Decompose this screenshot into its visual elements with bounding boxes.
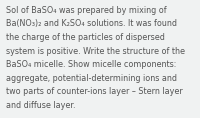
Text: two parts of counter-ions layer – Stern layer: two parts of counter-ions layer – Stern … [6,87,183,96]
Text: and diffuse layer.: and diffuse layer. [6,101,76,110]
Text: BaSO₄ micelle. Show micelle components:: BaSO₄ micelle. Show micelle components: [6,60,176,69]
Text: Ba(NO₃)₂ and K₂SO₄ solutions. It was found: Ba(NO₃)₂ and K₂SO₄ solutions. It was fou… [6,19,177,28]
Text: the charge of the particles of dispersed: the charge of the particles of dispersed [6,33,165,42]
Text: aggregate, potential-determining ions and: aggregate, potential-determining ions an… [6,74,177,83]
Text: system is positive. Write the structure of the: system is positive. Write the structure … [6,47,185,56]
Text: Sol of BaSO₄ was prepared by mixing of: Sol of BaSO₄ was prepared by mixing of [6,6,167,15]
